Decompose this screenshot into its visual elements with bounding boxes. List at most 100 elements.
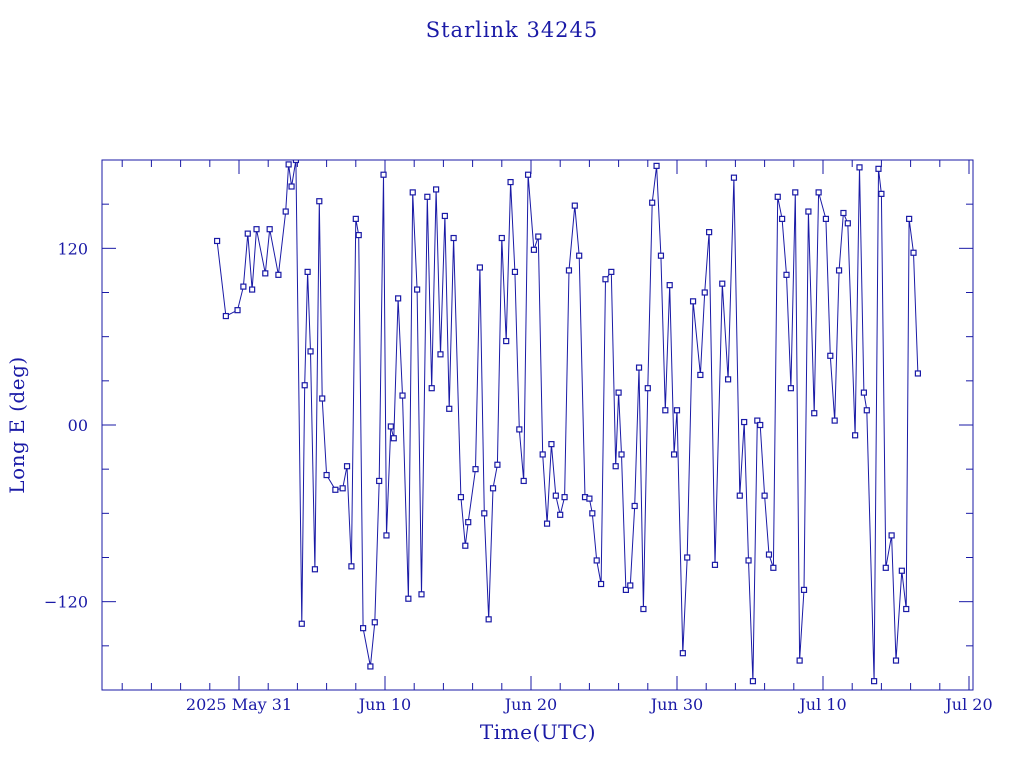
data-point bbox=[761, 492, 768, 499]
data-point bbox=[539, 451, 546, 458]
data-point bbox=[437, 351, 444, 358]
data-point bbox=[673, 407, 681, 414]
data-point bbox=[557, 511, 564, 518]
data-point bbox=[298, 620, 305, 627]
data-point bbox=[870, 678, 878, 685]
data-point bbox=[424, 193, 431, 200]
data-point bbox=[800, 586, 808, 593]
data-point bbox=[602, 276, 609, 283]
data-point bbox=[367, 663, 374, 670]
data-point bbox=[524, 171, 532, 178]
data-point bbox=[282, 208, 289, 215]
data-point bbox=[476, 264, 483, 271]
data-point bbox=[840, 209, 847, 217]
data-point bbox=[653, 162, 660, 169]
data-point bbox=[446, 405, 453, 412]
data-point bbox=[222, 312, 229, 320]
data-point bbox=[428, 385, 435, 392]
data-point bbox=[380, 171, 387, 178]
data-point bbox=[383, 532, 390, 539]
data-point bbox=[332, 486, 339, 493]
data-point bbox=[418, 591, 425, 598]
data-point bbox=[730, 174, 738, 181]
data-point bbox=[898, 567, 905, 574]
data-point bbox=[586, 495, 593, 502]
y-tick-label: 00 bbox=[68, 416, 88, 435]
data-point bbox=[485, 616, 492, 623]
data-point bbox=[662, 407, 669, 414]
data-point bbox=[481, 510, 488, 517]
data-point bbox=[856, 164, 863, 171]
data-point bbox=[878, 190, 885, 197]
data-point bbox=[323, 471, 330, 479]
data-point bbox=[910, 249, 917, 256]
data-point bbox=[831, 417, 838, 424]
data-point bbox=[548, 441, 555, 448]
data-point bbox=[535, 233, 542, 240]
data-point bbox=[494, 461, 501, 468]
x-tick-label: Jun 20 bbox=[503, 695, 557, 714]
data-point bbox=[399, 392, 406, 399]
data-point bbox=[844, 220, 851, 227]
data-point bbox=[774, 193, 781, 200]
data-point bbox=[875, 165, 882, 172]
data-point bbox=[852, 432, 859, 439]
data-point bbox=[543, 520, 551, 527]
data-point bbox=[304, 268, 311, 275]
data-point bbox=[640, 605, 647, 613]
data-point bbox=[234, 307, 241, 314]
data-point bbox=[275, 271, 282, 278]
x-tick-label: Jun 10 bbox=[357, 695, 411, 714]
data-point bbox=[307, 348, 314, 355]
data-point bbox=[387, 423, 394, 430]
data-point bbox=[262, 270, 269, 277]
data-point bbox=[615, 389, 622, 396]
data-point bbox=[462, 542, 469, 549]
data-point bbox=[288, 183, 295, 190]
data-point bbox=[240, 283, 247, 290]
data-point bbox=[348, 563, 355, 570]
x-tick-label: Jul 20 bbox=[943, 695, 992, 714]
data-point bbox=[253, 226, 260, 233]
data-point bbox=[903, 605, 910, 613]
data-point bbox=[352, 215, 359, 222]
x-axis-label: Time(UTC) bbox=[480, 720, 596, 744]
data-point bbox=[815, 189, 822, 196]
data-point bbox=[319, 395, 326, 402]
data-point bbox=[608, 268, 615, 275]
data-point bbox=[627, 582, 634, 589]
data-point bbox=[635, 364, 643, 371]
data-point bbox=[749, 678, 757, 685]
data-point bbox=[792, 189, 799, 196]
data-point bbox=[757, 421, 764, 429]
data-point bbox=[597, 580, 605, 588]
data-point bbox=[311, 566, 319, 573]
data-point bbox=[395, 295, 402, 302]
data-point bbox=[414, 286, 421, 293]
data-point bbox=[888, 532, 895, 539]
data-point bbox=[409, 189, 416, 196]
data-point bbox=[892, 657, 900, 664]
data-point bbox=[827, 352, 834, 359]
plot-frame bbox=[101, 159, 974, 691]
data-point bbox=[571, 202, 578, 209]
x-tick-label: Jul 10 bbox=[797, 695, 846, 714]
data-point bbox=[835, 267, 843, 274]
data-point bbox=[561, 494, 568, 501]
data-point bbox=[612, 463, 619, 470]
data-point bbox=[741, 418, 748, 426]
data-point bbox=[770, 564, 777, 571]
data-point bbox=[360, 625, 367, 632]
data-point bbox=[649, 199, 656, 206]
data-point bbox=[882, 564, 889, 571]
chart-title: Starlink 34245 bbox=[426, 18, 599, 42]
data-point bbox=[589, 510, 596, 517]
y-tick-label: 120 bbox=[57, 239, 88, 258]
data-point bbox=[244, 230, 251, 237]
x-tick-label: Jun 30 bbox=[649, 695, 703, 714]
data-point bbox=[860, 389, 867, 396]
data-point bbox=[520, 477, 527, 485]
data-point bbox=[811, 410, 818, 417]
data-point bbox=[507, 178, 514, 186]
